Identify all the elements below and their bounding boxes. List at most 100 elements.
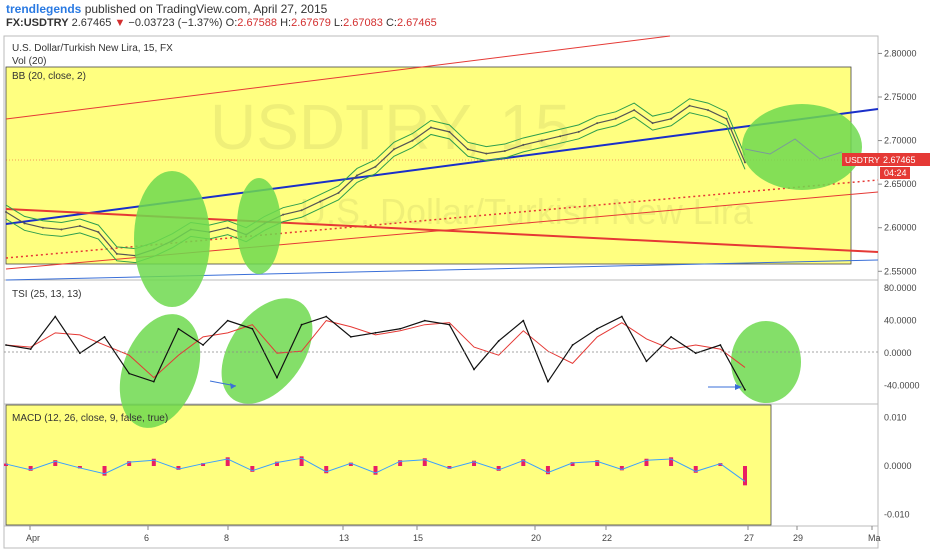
main-pane-title: U.S. Dollar/Turkish New Lira, 15, FX (12, 43, 173, 54)
tsi-tick-label: 80.0000 (884, 283, 917, 293)
macd-bar (422, 458, 427, 466)
macd-bar (644, 458, 649, 466)
price-point (596, 122, 599, 125)
ellipse-apr6 (134, 171, 210, 307)
macd-bar (348, 462, 353, 466)
ellipse-tsi-3 (731, 321, 801, 403)
high-value: 2.67679 (291, 17, 331, 29)
macd-bar (225, 457, 230, 466)
tsi-point (152, 380, 155, 383)
macd-bar (398, 460, 403, 466)
time-tick-label: 20 (531, 533, 541, 543)
macd-bar (274, 461, 279, 466)
price-scale[interactable]: 2.80000 2.75000 2.70000 2.65000 2.60000 2.550… (878, 48, 920, 519)
price-tick-label: 2.65000 (884, 179, 917, 189)
tsi-point (300, 323, 303, 326)
price-point (411, 139, 414, 142)
tsi-point (620, 315, 623, 318)
tsi-tick-label: 0.0000 (884, 348, 912, 358)
macd-label: MACD (12, 26, close, 9, false, true) (12, 413, 168, 424)
price-point (97, 231, 100, 234)
name-watermark: U.S. Dollar/Turkish New Lira (300, 191, 754, 232)
price-tick-label: 2.55000 (884, 266, 917, 276)
macd-bar (496, 466, 501, 471)
time-axis[interactable] (3, 525, 879, 549)
low-label: L: (333, 17, 344, 29)
macd-tick-label: 0.010 (884, 413, 907, 423)
time-tick-label: 22 (602, 533, 612, 543)
tsi-point (645, 360, 648, 363)
macd-bar (595, 460, 600, 466)
price-point (651, 122, 654, 125)
tsi-tick-label: -40.0000 (884, 381, 920, 391)
tsi-signal-line (5, 320, 746, 379)
macd-bar (151, 458, 156, 466)
macd-bar (669, 457, 674, 466)
tsi-tick-label: 40.0000 (884, 316, 917, 326)
tsi-arrows (209, 380, 742, 390)
price-point (466, 148, 469, 151)
price-point (688, 104, 691, 107)
price-point (60, 228, 63, 231)
close-label: C: (385, 17, 397, 29)
chart-canvas[interactable]: USDTRY, 15 U.S. Dollar/Turkish New Lira … (0, 34, 932, 550)
macd-bar (127, 461, 132, 466)
price-point (429, 126, 432, 129)
macd-bar (718, 463, 723, 466)
price-point (577, 130, 580, 133)
price-tick-label: 2.70000 (884, 136, 917, 146)
macd-bar (447, 466, 452, 469)
price-point (522, 143, 525, 146)
price-tick-label: 2.75000 (884, 92, 917, 102)
tsi-point (744, 388, 746, 391)
tsi-point (571, 344, 574, 346)
tsi-point (497, 340, 500, 342)
time-tick-label: Ma (868, 533, 881, 543)
time-tick-label: 29 (793, 533, 803, 543)
time-axis-ticks: Apr 6 8 13 15 20 22 27 29 Ma (26, 526, 881, 543)
macd-bar (201, 463, 206, 466)
author-link[interactable]: trendlegends (6, 2, 82, 16)
symbol-label: FX:USDTRY (6, 17, 69, 29)
arrow-1-icon (230, 383, 236, 389)
tsi-point (448, 323, 451, 326)
price-point (226, 226, 229, 229)
macd-bar (743, 466, 747, 486)
macd-bar (693, 466, 698, 473)
macd-bar (176, 466, 181, 470)
tsi-point (473, 368, 475, 371)
price-point (614, 117, 617, 120)
macd-series (4, 456, 747, 486)
price-point (300, 209, 303, 212)
tsi-point (54, 315, 57, 318)
macd-highlight-box (5, 404, 772, 526)
price-tick-label: 2.80000 (884, 48, 917, 58)
tsi-point (719, 344, 722, 346)
time-tick-label: 8 (224, 533, 229, 543)
tsi-point (423, 319, 426, 322)
tsi-label: TSI (25, 13, 13) (12, 289, 81, 300)
last-price: 2.67465 (71, 17, 112, 29)
down-arrow-icon: ▼ (114, 17, 126, 29)
price-point (319, 200, 322, 203)
arrow-2-icon (735, 384, 742, 390)
tsi-point (325, 315, 328, 318)
ellipse-tsi-1 (119, 314, 201, 428)
price-point (670, 117, 673, 120)
open-value: 2.67588 (237, 17, 278, 29)
price-point (374, 165, 377, 168)
tsi-point (202, 344, 204, 346)
bb-upper-band (5, 98, 746, 250)
tsi-point (226, 319, 229, 322)
macd-bar (373, 466, 378, 475)
price-point (337, 191, 340, 194)
forecast-path (744, 138, 843, 160)
price-point (725, 117, 728, 120)
macd-bar (53, 460, 58, 466)
tsi-point (103, 335, 106, 338)
ellipse-tsi-2 (221, 298, 313, 404)
price-tag-name: USDTRY (845, 155, 880, 165)
tsi-point (399, 327, 402, 330)
time-tick-label: 13 (339, 533, 349, 543)
tsi-point (374, 331, 377, 334)
